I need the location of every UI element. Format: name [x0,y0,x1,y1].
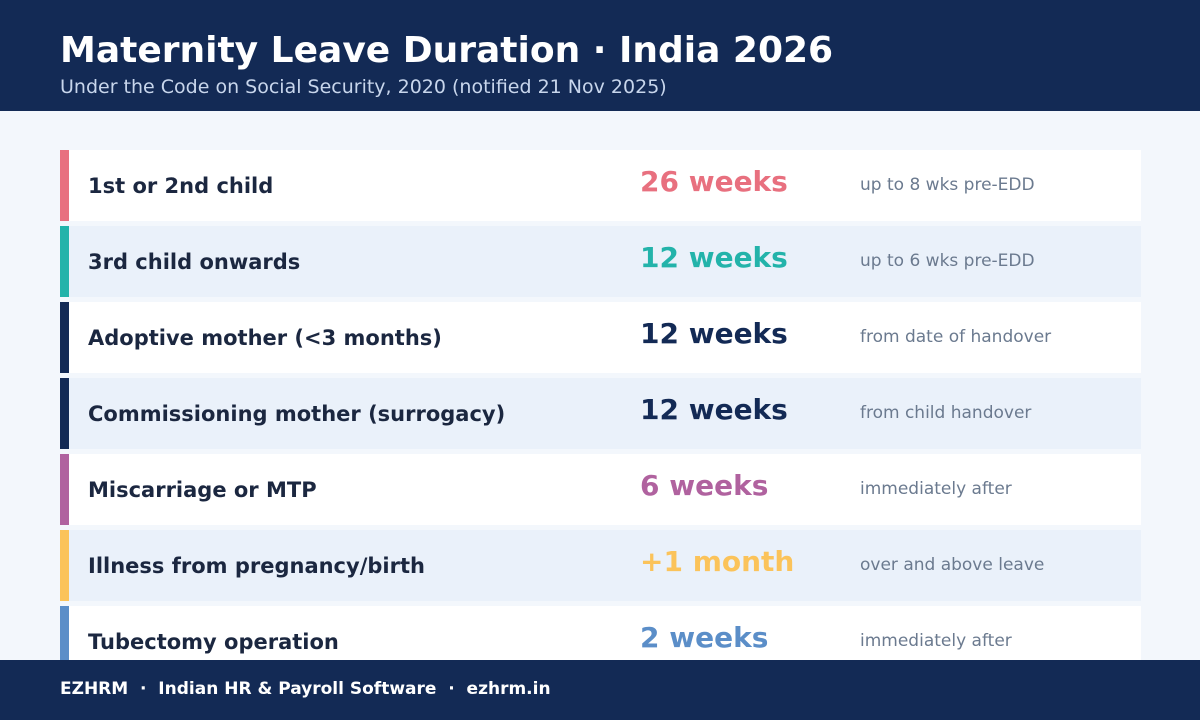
row-accent-bar [60,530,69,601]
row-duration: 2 weeks [640,621,769,654]
row-note: up to 8 wks pre-EDD [860,175,1035,195]
row-note: from child handover [860,403,1032,423]
row-label: Adoptive mother (<3 months) [88,326,442,350]
leave-row-adoptive-mother: Adoptive mother (<3 months) 12 weeks fro… [60,302,1141,373]
row-note: immediately after [860,631,1012,651]
row-label: Tubectomy operation [88,630,339,654]
page-subtitle: Under the Code on Social Security, 2020 … [60,76,667,98]
row-accent-bar [60,226,69,297]
row-note: immediately after [860,479,1012,499]
row-duration: 12 weeks [640,393,788,426]
page-footer: EZHRM · Indian HR & Payroll Software · e… [0,660,1200,720]
page-header: Maternity Leave Duration · India 2026 Un… [0,0,1200,111]
row-accent-bar [60,378,69,449]
footer-text: EZHRM · Indian HR & Payroll Software · e… [60,679,551,699]
row-duration: 12 weeks [640,241,788,274]
row-label: Illness from pregnancy/birth [88,554,425,578]
row-note: over and above leave [860,555,1045,575]
row-accent-bar [60,454,69,525]
row-duration: 6 weeks [640,469,769,502]
row-accent-bar [60,150,69,221]
leave-row-miscarriage: Miscarriage or MTP 6 weeks immediately a… [60,454,1141,525]
row-label: Commissioning mother (surrogacy) [88,402,506,426]
row-label: 3rd child onwards [88,250,301,274]
leave-row-commissioning-mother: Commissioning mother (surrogacy) 12 week… [60,378,1141,449]
leave-table: 1st or 2nd child 26 weeks up to 8 wks pr… [60,150,1141,677]
row-accent-bar [60,302,69,373]
leave-row-illness: Illness from pregnancy/birth +1 month ov… [60,530,1141,601]
row-duration: +1 month [640,545,795,578]
row-accent-bar [60,606,69,677]
page-title: Maternity Leave Duration · India 2026 [60,30,834,71]
row-duration: 26 weeks [640,165,788,198]
row-duration: 12 weeks [640,317,788,350]
row-label: Miscarriage or MTP [88,478,317,502]
row-label: 1st or 2nd child [88,174,274,198]
row-note: from date of handover [860,327,1052,347]
leave-row-third-child: 3rd child onwards 12 weeks up to 6 wks p… [60,226,1141,297]
leave-row-first-second-child: 1st or 2nd child 26 weeks up to 8 wks pr… [60,150,1141,221]
row-note: up to 6 wks pre-EDD [860,251,1035,271]
